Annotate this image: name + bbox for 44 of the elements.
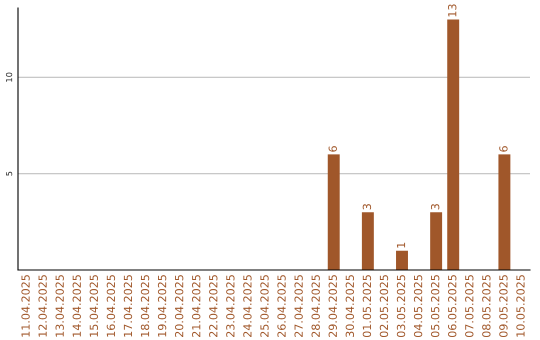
bar xyxy=(447,20,460,270)
x-tick-label: 26.04.2025 xyxy=(277,275,286,337)
x-tick-label: 12.04.2025 xyxy=(38,275,47,337)
x-tick-label: 21.04.2025 xyxy=(192,275,200,337)
x-tick-label: 18.04.2025 xyxy=(140,275,150,337)
x-tick-label: 16.04.2025 xyxy=(106,275,116,337)
x-tick-label: 08.05.2025 xyxy=(482,275,491,338)
y-tick-label: 5 xyxy=(6,172,12,176)
data-label: 6 xyxy=(499,146,508,152)
x-tick-label: 13.04.2025 xyxy=(55,275,64,337)
bar xyxy=(430,212,442,270)
x-tick-label: 24.04.2025 xyxy=(243,275,252,337)
x-tick-label: 03.05.2025 xyxy=(396,275,406,338)
x-tick-label: 11.04.2025 xyxy=(21,275,30,337)
x-tick-label: 30.04.2025 xyxy=(346,275,354,337)
x-tick-label: 04.05.2025 xyxy=(414,275,422,338)
bar xyxy=(396,250,408,270)
x-tick-label: 14.04.2025 xyxy=(72,275,81,337)
x-tick-label: 02.05.2025 xyxy=(380,275,388,338)
x-tick-label: 25.04.2025 xyxy=(260,275,269,337)
bar xyxy=(362,212,374,270)
x-tick-label: 01.05.2025 xyxy=(362,275,372,338)
y-tick-label: 10 xyxy=(6,72,12,82)
x-tick-label: 23.04.2025 xyxy=(226,275,235,337)
data-label: 1 xyxy=(396,242,406,248)
data-label: 3 xyxy=(362,204,372,210)
x-tick-label: 29.04.2025 xyxy=(328,275,337,337)
x-tick-label: 15.04.2025 xyxy=(90,275,98,337)
data-label: 3 xyxy=(430,204,440,210)
bar xyxy=(328,154,340,270)
x-tick-label: 07.05.2025 xyxy=(465,275,474,338)
x-tick-label: 19.04.2025 xyxy=(158,275,166,337)
x-tick-label: 10.05.2025 xyxy=(516,275,525,337)
x-tick-label: 17.04.2025 xyxy=(124,275,132,337)
x-tick-label: 27.04.2025 xyxy=(294,275,303,337)
x-tick-label: 05.05.2025 xyxy=(430,275,440,338)
x-tick-label: 09.05.2025 xyxy=(499,275,508,338)
x-tick-label: 20.04.2025 xyxy=(174,275,184,337)
x-tick-label: 28.04.2025 xyxy=(311,275,320,337)
data-label: 13 xyxy=(448,4,456,16)
x-tick-label: 06.05.2025 xyxy=(448,275,456,338)
x-tick-label: 22.04.2025 xyxy=(209,275,218,337)
data-label: 6 xyxy=(328,146,337,152)
bar xyxy=(498,154,510,270)
